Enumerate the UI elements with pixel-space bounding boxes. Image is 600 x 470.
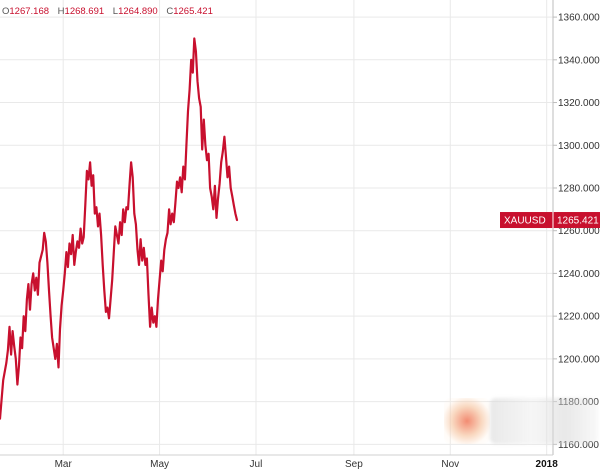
high-value: 1268.691 <box>64 6 105 17</box>
y-tick-label: 1260.000 <box>558 226 600 237</box>
y-tick-label: 1280.000 <box>558 183 600 194</box>
x-tick-label: 2018 <box>536 459 559 470</box>
last-price-badge: XAUUSD 1265.421 <box>500 212 600 229</box>
y-tick-label: 1360.000 <box>558 13 600 24</box>
x-tick-label: Nov <box>441 459 459 470</box>
y-tick-label: 1340.000 <box>558 55 600 66</box>
close-value: 1265.421 <box>173 6 213 17</box>
y-tick-label: 1320.000 <box>558 98 600 109</box>
watermark-logo <box>444 398 490 444</box>
watermark-text <box>490 398 598 444</box>
y-axis-ticks: 1160.0001180.0001200.0001220.0001240.000… <box>553 13 600 451</box>
x-axis-ticks: MarMayJulSepNov2018Mar <box>55 459 559 470</box>
price-series-line <box>0 37 239 420</box>
y-tick-label: 1240.000 <box>558 269 600 280</box>
high-label: H <box>57 6 65 17</box>
open-value: 1267.168 <box>9 6 50 17</box>
close-label: C <box>166 6 174 17</box>
x-tick-label: Mar <box>55 459 73 470</box>
x-tick-label: May <box>150 459 169 470</box>
x-tick-label: Jul <box>250 459 263 470</box>
y-tick-label: 1300.000 <box>558 141 600 152</box>
symbol-label: XAUUSD <box>504 216 546 227</box>
low-value: 1264.890 <box>118 6 158 17</box>
y-tick-label: 1160.000 <box>558 440 599 451</box>
y-tick-label: 1220.000 <box>558 312 600 323</box>
y-tick-label: 1200.000 <box>558 354 600 365</box>
x-tick-label: Sep <box>345 459 363 470</box>
ohlc-readout: O1267.168 H1268.691 L1264.890 C1265.421 <box>2 6 219 17</box>
last-price-badge-bg <box>500 212 600 229</box>
low-label: L <box>112 6 119 17</box>
open-label: O <box>2 6 10 17</box>
last-price-value: 1265.421 <box>557 216 599 227</box>
